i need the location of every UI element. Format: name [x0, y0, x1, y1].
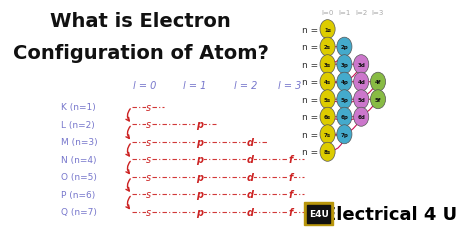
Text: 8s: 8s	[324, 150, 331, 155]
Ellipse shape	[337, 125, 352, 144]
Text: l=3: l=3	[372, 10, 384, 16]
Text: 7p: 7p	[340, 132, 348, 137]
Text: l = 2: l = 2	[234, 81, 257, 91]
Ellipse shape	[371, 90, 385, 109]
Text: p: p	[196, 120, 203, 130]
Text: M (n=3): M (n=3)	[61, 138, 97, 147]
Text: d: d	[246, 172, 253, 182]
Text: f: f	[289, 190, 293, 200]
Ellipse shape	[354, 108, 369, 127]
Text: K (n=1): K (n=1)	[61, 103, 95, 112]
Text: p: p	[196, 190, 203, 200]
Text: 4d: 4d	[357, 80, 365, 85]
Text: d: d	[246, 137, 253, 147]
Text: What is Electron: What is Electron	[50, 12, 231, 31]
Text: d: d	[246, 155, 253, 165]
Text: p: p	[196, 207, 203, 217]
Text: 4f: 4f	[375, 80, 381, 85]
Ellipse shape	[320, 38, 335, 57]
Text: n = 1: n = 1	[302, 25, 327, 35]
Text: n = 4: n = 4	[302, 78, 327, 87]
Text: 5d: 5d	[357, 97, 365, 102]
Text: f: f	[289, 172, 293, 182]
Text: n = 6: n = 6	[302, 113, 327, 122]
Ellipse shape	[320, 143, 335, 162]
Ellipse shape	[354, 55, 369, 74]
Ellipse shape	[337, 38, 352, 57]
Text: 6p: 6p	[340, 115, 348, 120]
Text: n = 7: n = 7	[302, 130, 327, 139]
Text: l = 0: l = 0	[133, 81, 156, 91]
Text: 2p: 2p	[340, 45, 348, 50]
Text: l=2: l=2	[355, 10, 367, 16]
Text: s: s	[146, 207, 152, 217]
Text: 5p: 5p	[340, 97, 348, 102]
Text: O (n=5): O (n=5)	[61, 173, 97, 182]
Ellipse shape	[320, 90, 335, 109]
Text: N (n=4): N (n=4)	[61, 155, 96, 164]
Ellipse shape	[354, 73, 369, 92]
Text: Q (n=7): Q (n=7)	[61, 207, 97, 216]
Ellipse shape	[337, 108, 352, 127]
Text: 5f: 5f	[375, 97, 381, 102]
Text: 3p: 3p	[340, 62, 348, 68]
Text: l=1: l=1	[338, 10, 351, 16]
Ellipse shape	[371, 73, 385, 92]
Text: n = 2: n = 2	[302, 43, 327, 52]
Text: Electrical 4 U: Electrical 4 U	[324, 205, 457, 223]
Ellipse shape	[337, 55, 352, 74]
Text: s: s	[146, 120, 152, 130]
Ellipse shape	[320, 55, 335, 74]
Ellipse shape	[320, 125, 335, 144]
Text: 6s: 6s	[324, 115, 331, 120]
Text: l = 3: l = 3	[278, 81, 301, 91]
Text: f: f	[289, 155, 293, 165]
Text: P (n=6): P (n=6)	[61, 190, 95, 199]
Text: L (n=2): L (n=2)	[61, 120, 94, 129]
Text: Configuration of Atom?: Configuration of Atom?	[12, 44, 268, 63]
Ellipse shape	[320, 108, 335, 127]
FancyBboxPatch shape	[307, 205, 330, 223]
Ellipse shape	[354, 90, 369, 109]
Ellipse shape	[320, 21, 335, 40]
Text: 1s: 1s	[324, 27, 331, 33]
Text: p: p	[196, 155, 203, 165]
Text: 7s: 7s	[324, 132, 331, 137]
Text: n = 8: n = 8	[302, 148, 327, 157]
Text: p: p	[196, 137, 203, 147]
Text: 3s: 3s	[324, 62, 331, 68]
Ellipse shape	[337, 73, 352, 92]
Text: d: d	[246, 207, 253, 217]
Text: 5s: 5s	[324, 97, 331, 102]
Text: s: s	[146, 155, 152, 165]
Text: 4p: 4p	[340, 80, 348, 85]
Text: s: s	[146, 172, 152, 182]
Text: 6d: 6d	[357, 115, 365, 120]
Text: l = 1: l = 1	[183, 81, 207, 91]
Text: s: s	[146, 137, 152, 147]
Text: p: p	[196, 172, 203, 182]
FancyBboxPatch shape	[304, 203, 333, 225]
Text: 2s: 2s	[324, 45, 331, 50]
Text: n = 3: n = 3	[302, 60, 327, 69]
Text: s: s	[146, 102, 152, 112]
Text: l=0: l=0	[321, 10, 334, 16]
Text: n = 5: n = 5	[302, 95, 327, 104]
Ellipse shape	[337, 90, 352, 109]
Text: 4s: 4s	[324, 80, 331, 85]
Text: E4U: E4U	[309, 209, 329, 218]
Text: s: s	[146, 190, 152, 200]
Text: d: d	[246, 190, 253, 200]
Ellipse shape	[320, 73, 335, 92]
Text: f: f	[289, 207, 293, 217]
Text: 3d: 3d	[357, 62, 365, 68]
